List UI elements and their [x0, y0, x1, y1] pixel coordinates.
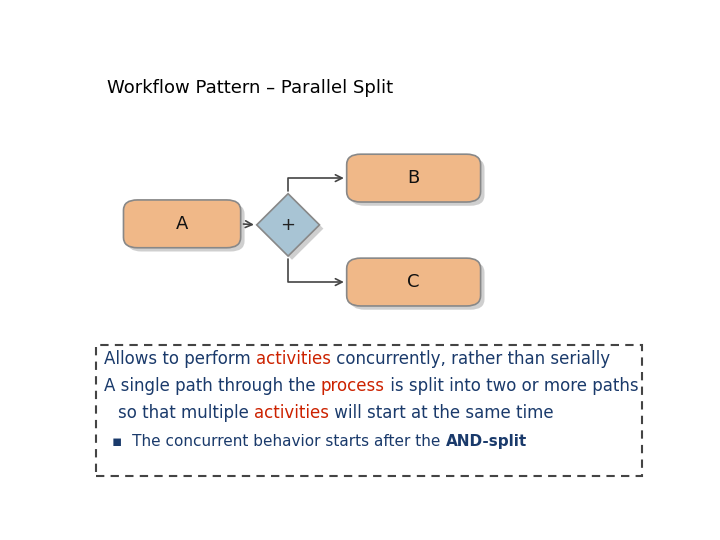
- FancyBboxPatch shape: [351, 262, 485, 310]
- FancyBboxPatch shape: [347, 154, 481, 202]
- Text: Allows to perform: Allows to perform: [104, 350, 256, 368]
- Text: activities: activities: [254, 404, 329, 422]
- FancyBboxPatch shape: [124, 200, 240, 248]
- Text: ▪  The concurrent behavior starts after the: ▪ The concurrent behavior starts after t…: [112, 434, 446, 449]
- Text: process: process: [321, 377, 384, 395]
- Text: C: C: [408, 273, 420, 291]
- Polygon shape: [257, 194, 320, 256]
- Text: B: B: [408, 169, 420, 187]
- Text: Workflow Pattern – Parallel Split: Workflow Pattern – Parallel Split: [107, 79, 393, 97]
- FancyBboxPatch shape: [127, 204, 245, 252]
- Text: so that multiple: so that multiple: [118, 404, 254, 422]
- FancyBboxPatch shape: [347, 258, 481, 306]
- Text: is split into two or more paths: is split into two or more paths: [384, 377, 639, 395]
- Text: A: A: [176, 215, 188, 233]
- Text: concurrently, rather than serially: concurrently, rather than serially: [331, 350, 610, 368]
- Text: +: +: [281, 216, 296, 234]
- Text: will start at the same time: will start at the same time: [329, 404, 554, 422]
- Text: activities: activities: [256, 350, 331, 368]
- FancyBboxPatch shape: [96, 346, 642, 476]
- Polygon shape: [261, 198, 323, 260]
- Text: AND-split: AND-split: [446, 434, 527, 449]
- Text: A single path through the: A single path through the: [104, 377, 321, 395]
- FancyBboxPatch shape: [351, 158, 485, 206]
